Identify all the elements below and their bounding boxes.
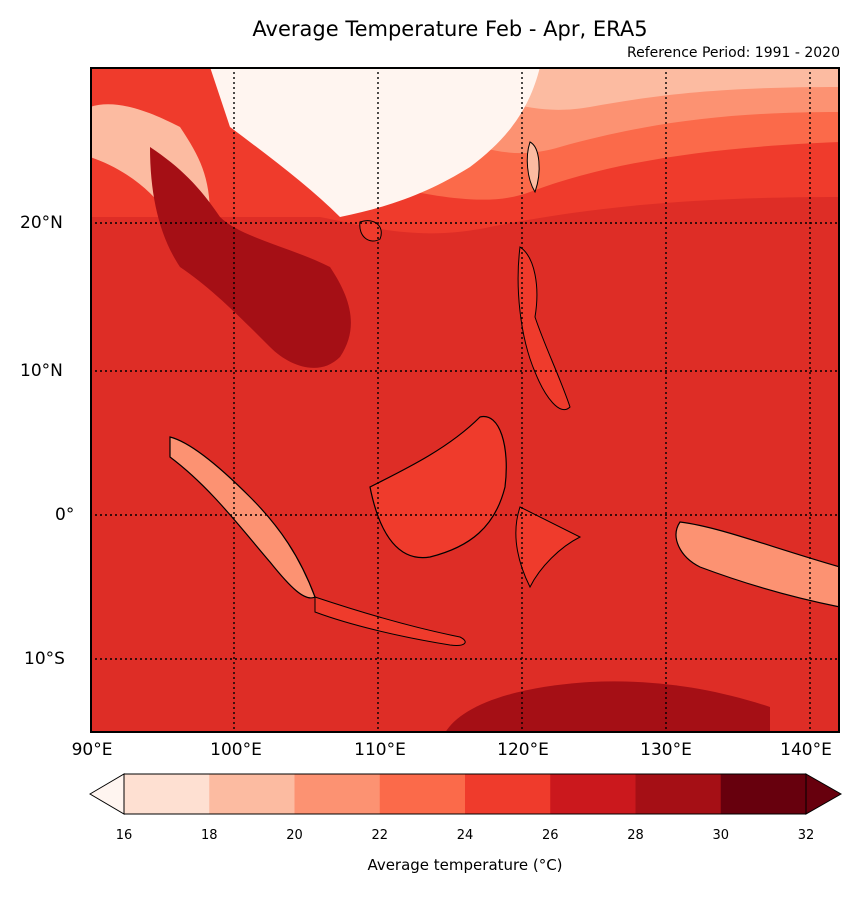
colorbar-tick-label: 24 bbox=[456, 828, 474, 843]
colorbar-tick-label: 32 bbox=[797, 828, 815, 843]
lon-tick-130e: 130°E bbox=[640, 740, 692, 760]
lat-tick-10n: 10°N bbox=[20, 361, 63, 381]
colorbar-bin bbox=[294, 774, 381, 814]
sulawesi bbox=[515, 506, 582, 589]
lon-tick-90e: 90°E bbox=[71, 740, 113, 760]
map-title: Average Temperature Feb - Apr, ERA5 bbox=[252, 17, 648, 41]
lon-tick-100e: 100°E bbox=[210, 740, 262, 760]
colorbar-bin bbox=[465, 774, 551, 814]
colorbar-bin bbox=[550, 774, 636, 814]
colorbar-tick-label: 22 bbox=[371, 828, 389, 843]
colorbar-tick-label: 16 bbox=[115, 828, 133, 843]
lat-tick-20n: 20°N bbox=[20, 213, 63, 233]
colorbar-bin bbox=[209, 774, 295, 814]
colorbar-bin bbox=[635, 774, 722, 814]
colorbar-tick-label: 26 bbox=[541, 828, 559, 843]
colorbar-tick-label: 28 bbox=[627, 828, 644, 843]
lon-tick-110e: 110°E bbox=[354, 740, 406, 760]
thailand-warm bbox=[150, 147, 351, 368]
borneo bbox=[369, 416, 507, 559]
colorbar-border bbox=[123, 773, 807, 815]
gridlines bbox=[90, 67, 840, 733]
colorbar-bin bbox=[379, 774, 466, 814]
colorbar-under-arrow bbox=[89, 773, 125, 815]
new-guinea bbox=[675, 521, 840, 608]
colorbar-label: Average temperature (°C) bbox=[367, 856, 563, 874]
colorbar-tick-label: 30 bbox=[712, 828, 730, 843]
lat-tick-10s: 10°S bbox=[24, 649, 65, 669]
lat-tick-0: 0° bbox=[55, 505, 75, 525]
band-18-20 bbox=[490, 67, 840, 110]
lon-tick-140e: 140°E bbox=[780, 740, 832, 760]
reference-period-subtitle: Reference Period: 1991 - 2020 bbox=[627, 45, 840, 61]
colorbar-bin bbox=[124, 774, 210, 814]
colorbar bbox=[88, 770, 843, 820]
hainan bbox=[359, 220, 382, 242]
lon-tick-120e: 120°E bbox=[497, 740, 549, 760]
colorbar-tick-label: 18 bbox=[200, 828, 218, 843]
colorbar-over-arrow bbox=[805, 773, 843, 815]
colorbar-bin bbox=[720, 774, 807, 814]
band-under-16 bbox=[210, 67, 540, 217]
java bbox=[314, 596, 466, 646]
map-border bbox=[90, 67, 840, 733]
colorbar-tick-label: 20 bbox=[286, 828, 303, 843]
south-warm-band bbox=[445, 681, 770, 733]
temperature-map bbox=[90, 67, 840, 733]
taiwan bbox=[526, 141, 540, 194]
